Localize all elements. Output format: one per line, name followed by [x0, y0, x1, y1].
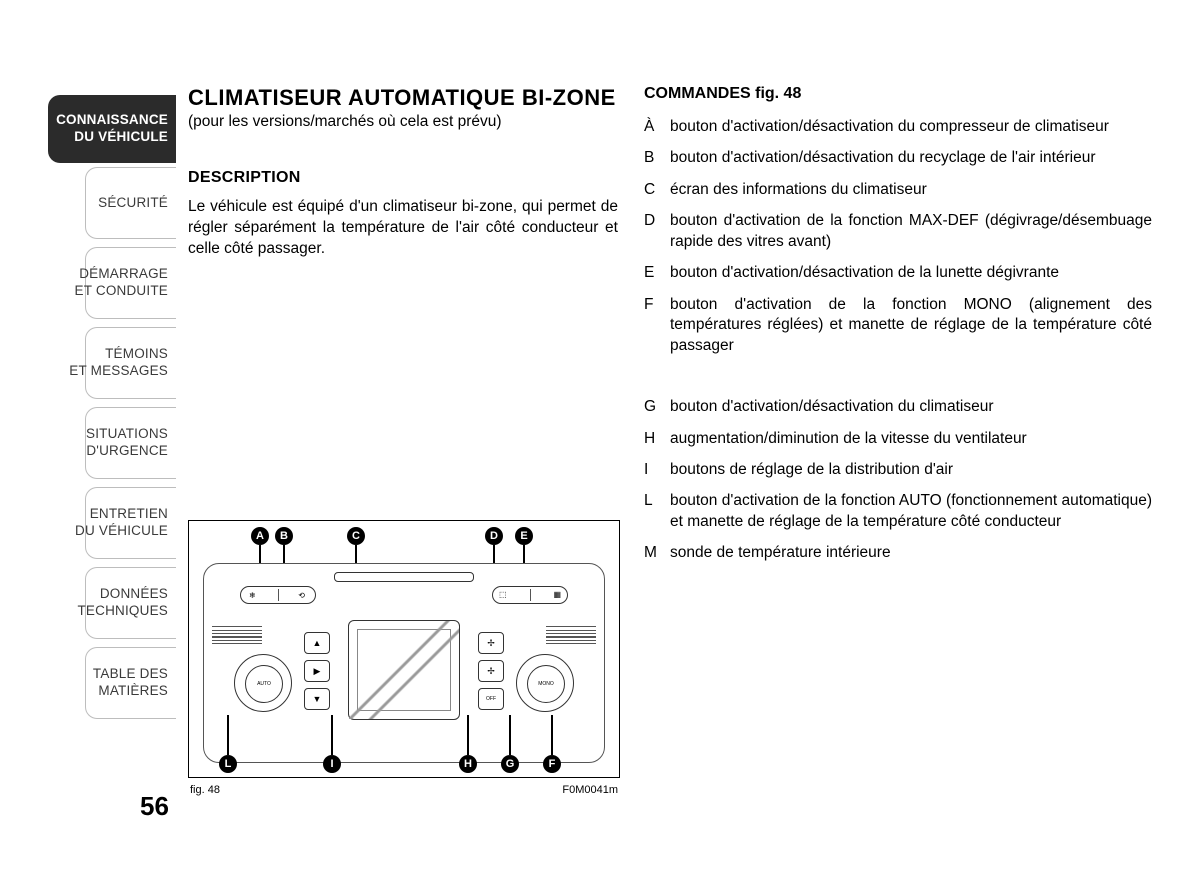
figure-48: A B C D E M ❄ ⟲ [188, 520, 620, 796]
description-text: Le véhicule est équipé d'un climatiseur … [188, 197, 618, 260]
command-text: sonde de température intérieure [670, 543, 1152, 563]
commands-heading: COMMANDES fig. 48 [644, 85, 1152, 103]
callout-l: L [219, 755, 237, 773]
command-item: Msonde de température intérieure [644, 543, 1152, 563]
tab-donnees[interactable]: DONNÉES TECHNIQUES [48, 563, 176, 643]
command-item: Gbouton d'activation/désactivation du cl… [644, 397, 1152, 417]
tab-label: DÉMARRAGE ET CONDUITE [75, 266, 168, 300]
callout-c: C [347, 527, 365, 545]
tab-connaissance[interactable]: CONNAISSANCE DU VÉHICULE [48, 95, 176, 163]
command-text: bouton d'activation/désactivation du com… [670, 117, 1152, 137]
right-column: COMMANDES fig. 48 Àbouton d'activation/d… [644, 85, 1152, 575]
off-label: OFF [486, 697, 496, 702]
fan-button: ✢ [478, 660, 504, 682]
command-item: Fbouton d'activation de la fonction MONO… [644, 295, 1152, 356]
command-item: Iboutons de réglage de la distribution d… [644, 460, 1152, 480]
command-key: D [644, 211, 670, 252]
callout-e: E [515, 527, 533, 545]
command-text: bouton d'activation de la fonction MONO … [670, 295, 1152, 356]
command-key: À [644, 117, 670, 137]
tab-label: SITUATIONS D'URGENCE [86, 426, 168, 460]
air-dist-button: ▶ [304, 660, 330, 682]
tab-label: TABLE DES MATIÈRES [48, 666, 168, 700]
auto-label: AUTO [257, 682, 271, 687]
command-key: L [644, 491, 670, 532]
passenger-temp-knob: MONO [516, 654, 574, 712]
command-key: G [644, 397, 670, 417]
figure-frame: A B C D E M ❄ ⟲ [188, 520, 620, 778]
section-tabs: CONNAISSANCE DU VÉHICULE SÉCURITÉ DÉMARR… [48, 95, 176, 723]
command-item: Dbouton d'activation de la fonction MAX-… [644, 211, 1152, 252]
callout-b: B [275, 527, 293, 545]
air-dist-button: ▲ [304, 632, 330, 654]
callout-d: D [485, 527, 503, 545]
callout-f: F [543, 755, 561, 773]
left-column: CLIMATISEUR AUTOMATIQUE BI-ZONE (pour le… [188, 85, 618, 260]
callout-h: H [459, 755, 477, 773]
command-item: Àbouton d'activation/désactivation du co… [644, 117, 1152, 137]
button-group-right: ⬚ ▦ [492, 586, 568, 604]
climate-panel: ❄ ⟲ ⬚ ▦ AUTO [203, 563, 605, 763]
commands-list-2: Gbouton d'activation/désactivation du cl… [644, 397, 1152, 564]
command-key: F [644, 295, 670, 356]
command-item: Haugmentation/diminution de la vitesse d… [644, 429, 1152, 449]
tab-urgence[interactable]: SITUATIONS D'URGENCE [48, 403, 176, 483]
tab-label: SÉCURITÉ [98, 195, 168, 212]
command-text: bouton d'activation/désactivation du rec… [670, 148, 1152, 168]
vent-icon [212, 624, 262, 646]
figure-caption: fig. 48 F0M0041m [188, 784, 620, 796]
figure-code: F0M0041m [562, 784, 618, 796]
fan-button: ✢ [478, 632, 504, 654]
manual-page: CONNAISSANCE DU VÉHICULE SÉCURITÉ DÉMARR… [48, 85, 1152, 825]
command-item: Lbouton d'activation de la fonction AUTO… [644, 491, 1152, 532]
leader-line [331, 715, 333, 755]
leader-line [227, 715, 229, 755]
commands-list-1: Àbouton d'activation/désactivation du co… [644, 117, 1152, 356]
command-text: bouton d'activation/désactivation du cli… [670, 397, 1152, 417]
command-key: I [644, 460, 670, 480]
command-text: boutons de réglage de la distribution d'… [670, 460, 1152, 480]
tab-temoins[interactable]: TÉMOINS ET MESSAGES [48, 323, 176, 403]
page-title: CLIMATISEUR AUTOMATIQUE BI-ZONE [188, 85, 618, 110]
tab-demarrage[interactable]: DÉMARRAGE ET CONDUITE [48, 243, 176, 323]
info-screen [348, 620, 460, 720]
tab-label: CONNAISSANCE DU VÉHICULE [56, 112, 168, 146]
command-key: H [644, 429, 670, 449]
tab-table-matieres[interactable]: TABLE DES MATIÈRES [48, 643, 176, 723]
callout-i: I [323, 755, 341, 773]
tab-label: ENTRETIEN DU VÉHICULE [75, 506, 168, 540]
tab-securite[interactable]: SÉCURITÉ [48, 163, 176, 243]
command-item: Cécran des informations du climatiseur [644, 180, 1152, 200]
command-key: C [644, 180, 670, 200]
command-key: B [644, 148, 670, 168]
tab-entretien[interactable]: ENTRETIEN DU VÉHICULE [48, 483, 176, 563]
command-text: bouton d'activation de la fonction AUTO … [670, 491, 1152, 532]
command-text: bouton d'activation/désactivation de la … [670, 263, 1152, 283]
command-item: Bbouton d'activation/désactivation du re… [644, 148, 1152, 168]
command-key: M [644, 543, 670, 563]
command-text: écran des informations du climatiseur [670, 180, 1152, 200]
command-text: augmentation/diminution de la vitesse du… [670, 429, 1152, 449]
page-number: 56 [140, 791, 169, 822]
callout-g: G [501, 755, 519, 773]
air-dist-button: ▼ [304, 688, 330, 710]
figure-number: fig. 48 [190, 784, 220, 796]
mono-label: MONO [538, 682, 554, 687]
cd-slot-icon [334, 572, 474, 582]
command-item: Ebouton d'activation/désactivation de la… [644, 263, 1152, 283]
off-button: OFF [478, 688, 504, 710]
driver-temp-knob: AUTO [234, 654, 292, 712]
button-group-left: ❄ ⟲ [240, 586, 316, 604]
tab-label: TÉMOINS ET MESSAGES [69, 346, 168, 380]
command-text: bouton d'activation de la fonction MAX-D… [670, 211, 1152, 252]
leader-line [551, 715, 553, 755]
command-key: E [644, 263, 670, 283]
page-subtitle: (pour les versions/marchés où cela est p… [188, 113, 618, 131]
description-heading: DESCRIPTION [188, 169, 618, 187]
callout-a: A [251, 527, 269, 545]
leader-line [467, 715, 469, 755]
vent-icon [546, 624, 596, 646]
tab-label: DONNÉES TECHNIQUES [77, 586, 168, 620]
leader-line [509, 715, 511, 755]
